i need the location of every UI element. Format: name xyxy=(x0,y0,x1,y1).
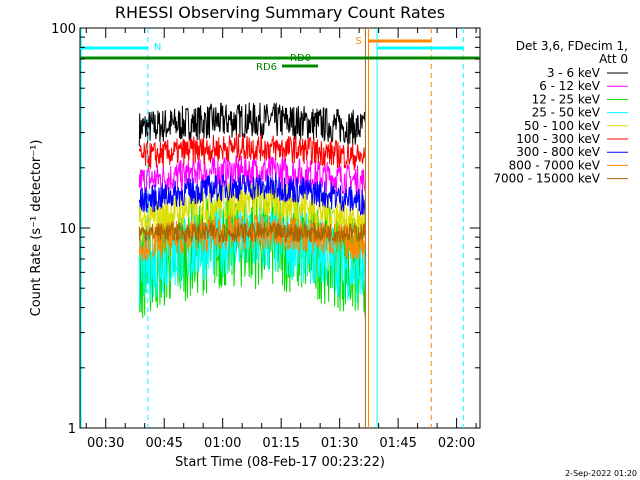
night-label: N xyxy=(154,42,161,53)
legend-label: 7000 - 15000 keV xyxy=(493,172,600,186)
legend-label: 100 - 300 keV xyxy=(516,132,600,146)
series-line xyxy=(138,155,366,197)
legend-label: 6 - 12 keV xyxy=(539,79,601,93)
x-axis-label: Start Time (08-Feb-17 00:23:22) xyxy=(175,455,385,470)
x-tick-label: 02:00 xyxy=(438,436,475,451)
saa-label: S xyxy=(355,36,361,47)
legend-label: 12 - 25 keV xyxy=(532,92,601,106)
rd0-label: RD0 xyxy=(290,53,311,64)
series-layer xyxy=(138,102,366,318)
y-tick-label: 10 xyxy=(59,222,76,237)
x-tick-label: 01:45 xyxy=(379,436,416,451)
footer-date-stamp: 2-Sep-2022 01:20 xyxy=(565,469,637,478)
legend-label: 3 - 6 keV xyxy=(547,66,601,80)
legend-header-line1: Det 3,6, FDecim 1, xyxy=(516,39,628,53)
legend-label: 25 - 50 keV xyxy=(532,106,601,120)
x-tick-label: 01:30 xyxy=(321,436,358,451)
series-line xyxy=(138,133,366,171)
rd6-label: RD6 xyxy=(256,62,277,73)
axes-layer: 00:30 00:45 01:00 01:15 01:30 01:45 02:00 1 10 10… xyxy=(51,22,480,451)
legend-label: 300 - 800 keV xyxy=(516,145,600,159)
legend-label: 50 - 100 keV xyxy=(524,119,601,133)
series-line xyxy=(138,204,366,308)
y-tick-label: 1 xyxy=(68,422,76,437)
y-axis-label: Count Rate (s⁻¹ detector⁻¹) xyxy=(29,140,44,317)
x-tick-label: 00:30 xyxy=(87,436,124,451)
x-tick-label: 01:15 xyxy=(262,436,299,451)
legend-label: 800 - 7000 keV xyxy=(509,158,601,172)
legend-header-line2: Att 0 xyxy=(599,52,628,66)
x-tick-label: 01:00 xyxy=(204,436,241,451)
series-line xyxy=(138,222,366,244)
x-tick-label: 00:45 xyxy=(145,436,182,451)
series-line xyxy=(138,173,366,216)
chart-title: RHESSI Observing Summary Count Rates xyxy=(115,3,445,22)
y-tick-label: 100 xyxy=(51,22,76,37)
series-line xyxy=(138,102,366,147)
